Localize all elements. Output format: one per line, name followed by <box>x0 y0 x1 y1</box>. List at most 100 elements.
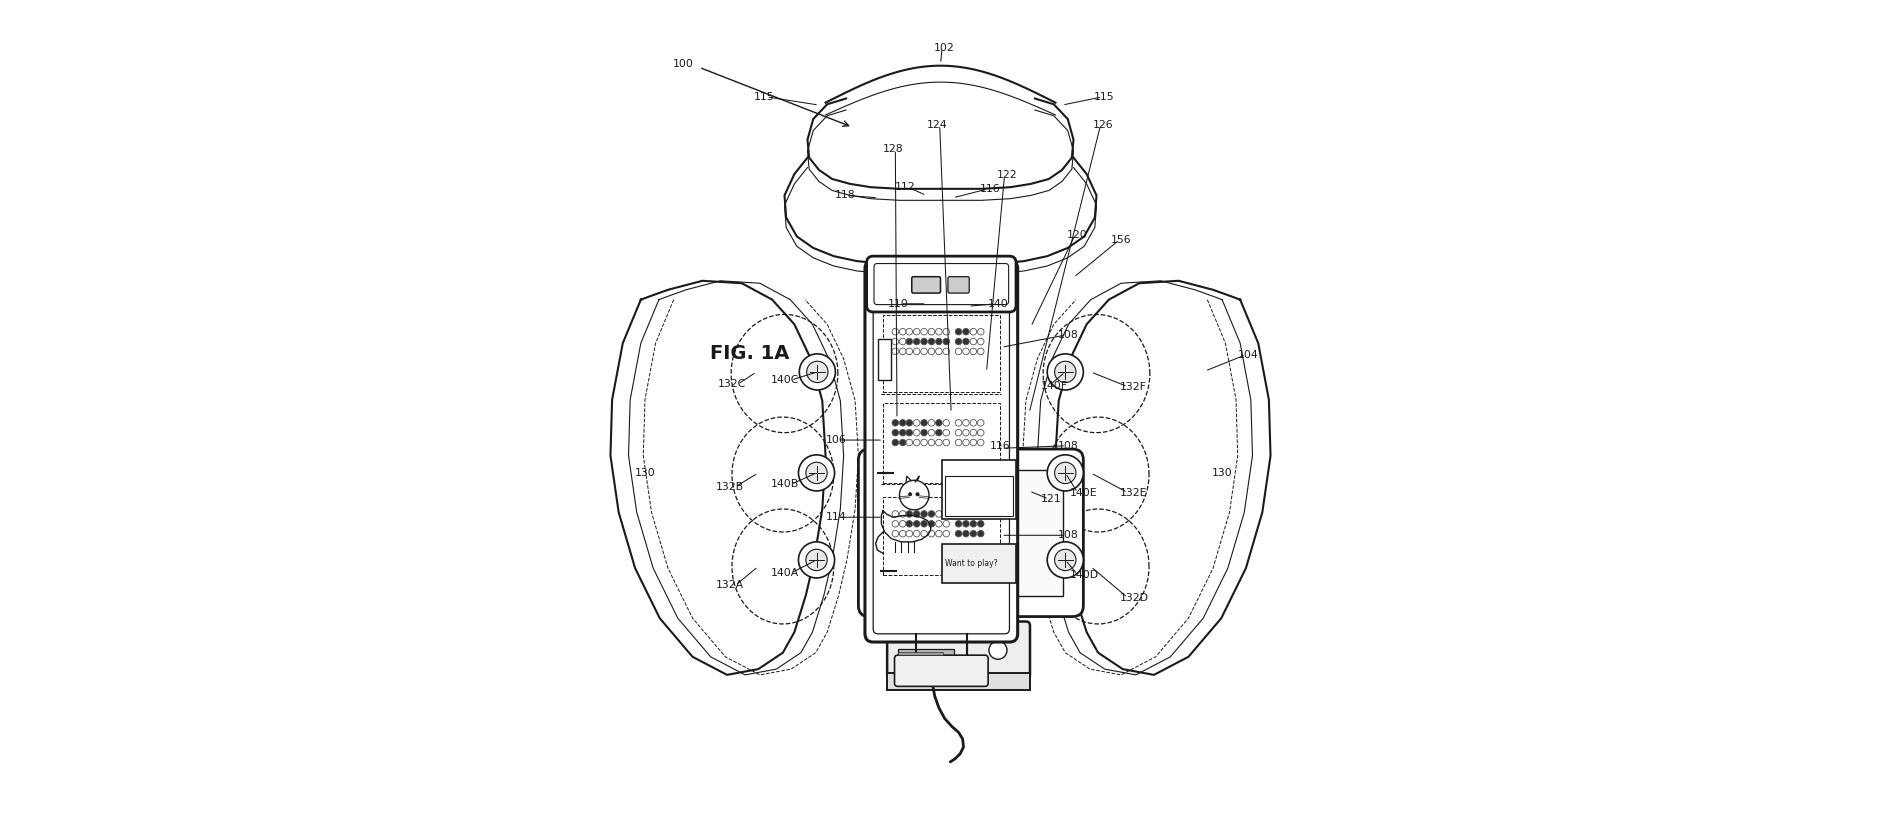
Text: 140: 140 <box>987 299 1008 309</box>
FancyBboxPatch shape <box>867 256 1015 312</box>
Circle shape <box>978 511 983 517</box>
Circle shape <box>891 511 899 517</box>
Circle shape <box>921 439 927 446</box>
Text: 116: 116 <box>979 184 1000 194</box>
Circle shape <box>1047 542 1083 578</box>
Text: 128: 128 <box>882 144 902 154</box>
Circle shape <box>891 338 899 345</box>
Circle shape <box>927 511 934 517</box>
Circle shape <box>908 493 912 496</box>
Circle shape <box>891 439 899 446</box>
Text: 132B: 132B <box>714 482 743 492</box>
Circle shape <box>989 641 1006 659</box>
Circle shape <box>963 530 968 537</box>
Circle shape <box>927 328 934 335</box>
Text: 104: 104 <box>1237 350 1258 360</box>
Bar <box>942 544 1015 583</box>
Text: 122: 122 <box>996 170 1017 180</box>
Circle shape <box>921 530 927 537</box>
Text: Want to play?: Want to play? <box>946 559 998 567</box>
Circle shape <box>921 348 927 355</box>
Circle shape <box>970 439 976 446</box>
Circle shape <box>955 521 961 527</box>
Circle shape <box>978 420 983 426</box>
Circle shape <box>934 439 942 446</box>
Circle shape <box>942 328 949 335</box>
Circle shape <box>934 420 942 426</box>
Circle shape <box>1055 462 1075 484</box>
Circle shape <box>934 521 942 527</box>
Text: 108: 108 <box>1057 330 1077 340</box>
Text: 132F: 132F <box>1119 382 1145 392</box>
Circle shape <box>927 439 934 446</box>
Circle shape <box>914 429 919 436</box>
Circle shape <box>914 521 919 527</box>
FancyBboxPatch shape <box>948 277 968 293</box>
Circle shape <box>963 439 968 446</box>
Circle shape <box>970 338 976 345</box>
FancyBboxPatch shape <box>857 449 1083 617</box>
FancyBboxPatch shape <box>865 260 1017 642</box>
Circle shape <box>963 338 968 345</box>
Circle shape <box>921 429 927 436</box>
Text: 140A: 140A <box>771 568 799 578</box>
FancyBboxPatch shape <box>895 655 987 686</box>
Circle shape <box>978 530 983 537</box>
Text: 108: 108 <box>1057 441 1077 451</box>
Circle shape <box>970 328 976 335</box>
Text: 115: 115 <box>1094 92 1115 102</box>
Text: 112: 112 <box>895 182 916 192</box>
Circle shape <box>927 530 934 537</box>
Circle shape <box>914 338 919 345</box>
Circle shape <box>805 549 827 571</box>
Circle shape <box>963 420 968 426</box>
Circle shape <box>805 462 827 484</box>
Circle shape <box>927 338 934 345</box>
Bar <box>882 403 1000 483</box>
Circle shape <box>927 521 934 527</box>
Circle shape <box>891 521 899 527</box>
Circle shape <box>914 348 919 355</box>
Text: 115: 115 <box>754 92 775 102</box>
Bar <box>897 649 953 660</box>
Circle shape <box>899 328 906 335</box>
Text: 106: 106 <box>825 435 846 445</box>
Circle shape <box>955 420 961 426</box>
Text: 100: 100 <box>673 59 694 69</box>
FancyBboxPatch shape <box>912 277 940 293</box>
Circle shape <box>970 511 976 517</box>
Circle shape <box>921 338 927 345</box>
Circle shape <box>978 348 983 355</box>
Circle shape <box>942 511 949 517</box>
Circle shape <box>955 439 961 446</box>
Circle shape <box>942 348 949 355</box>
Text: 130: 130 <box>635 468 656 478</box>
Bar <box>878 470 1062 596</box>
Circle shape <box>797 542 835 578</box>
Circle shape <box>799 354 835 390</box>
Circle shape <box>1055 361 1075 383</box>
Text: 118: 118 <box>835 190 855 200</box>
Circle shape <box>942 420 949 426</box>
Circle shape <box>899 511 906 517</box>
Circle shape <box>970 420 976 426</box>
Circle shape <box>899 480 929 510</box>
Circle shape <box>906 348 912 355</box>
Circle shape <box>899 521 906 527</box>
Circle shape <box>914 420 919 426</box>
Circle shape <box>963 328 968 335</box>
Circle shape <box>955 328 961 335</box>
Text: 130: 130 <box>1211 468 1231 478</box>
Circle shape <box>978 338 983 345</box>
Circle shape <box>1055 549 1075 571</box>
Text: 116: 116 <box>989 441 1010 451</box>
Circle shape <box>934 511 942 517</box>
Circle shape <box>934 348 942 355</box>
Text: 140F: 140F <box>1040 381 1068 391</box>
Circle shape <box>934 429 942 436</box>
FancyBboxPatch shape <box>887 621 1030 679</box>
Circle shape <box>906 328 912 335</box>
Text: 140D: 140D <box>1070 570 1098 580</box>
Circle shape <box>955 511 961 517</box>
Circle shape <box>970 348 976 355</box>
